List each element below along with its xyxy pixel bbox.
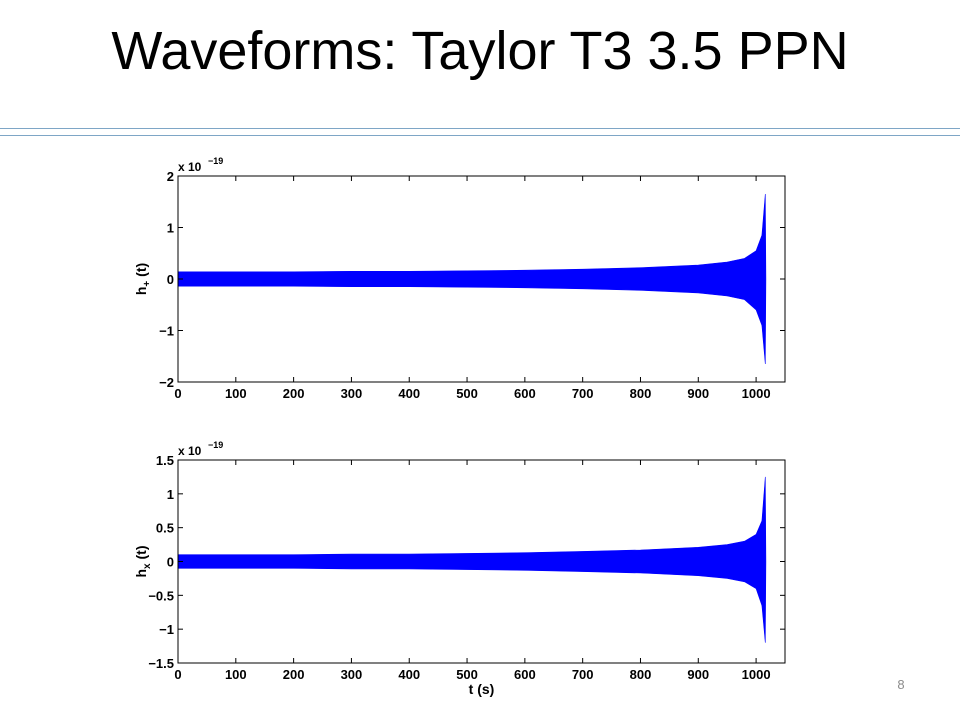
hplus-ylabel-text: h+ (t)	[133, 263, 153, 295]
hcross-ytick-label: 1	[167, 487, 174, 502]
hplus-xtick-label: 0	[174, 386, 181, 401]
hcross-ylabel-rest: (t)	[133, 545, 149, 563]
hcross-ytick-label: −1.5	[148, 656, 174, 671]
hplus-ytick-label: 1	[167, 221, 174, 236]
hplus-xtick-label: 300	[341, 386, 363, 401]
hcross-ytick-label: 0.5	[156, 521, 174, 536]
hplus-xtick-label: 600	[514, 386, 536, 401]
hplus-ylabel-sub: +	[142, 281, 153, 287]
hplus-scale-exponent: −19	[208, 156, 223, 166]
hcross-xtick-label: 0	[174, 667, 181, 682]
hplus-xtick-label: 100	[225, 386, 247, 401]
hplus-xtick-label: 700	[572, 386, 594, 401]
hcross-xtick-label: 700	[572, 667, 594, 682]
hplus-scale-label: x 10	[178, 160, 202, 174]
hcross-waveform-series	[177, 476, 767, 643]
hcross-xlabel: t (s)	[469, 681, 495, 697]
hcross-xtick-label: 100	[225, 667, 247, 682]
hplus-ylabel-main: h	[133, 287, 149, 296]
hcross-xtick-label: 1000	[742, 667, 771, 682]
hplus-xtick-label: 800	[630, 386, 652, 401]
hcross-xtick-label: 500	[456, 667, 478, 682]
hplus-waveform-series	[177, 193, 767, 365]
hcross-xtick-label: 900	[687, 667, 709, 682]
hcross-scale-label: x 10	[178, 444, 202, 458]
hcross-xtick-label: 600	[514, 667, 536, 682]
hcross-xtick-label: 800	[630, 667, 652, 682]
hplus-ytick-label: −1	[159, 324, 174, 339]
hplus-ytick-label: −2	[159, 375, 174, 390]
hplus-ylabel: h+ (t)	[133, 263, 153, 295]
hcross-ytick-label: −1	[159, 622, 174, 637]
hplus-xtick-label: 1000	[742, 386, 771, 401]
hplus-ytick-label: 0	[167, 272, 174, 287]
hcross-xtick-label: 300	[341, 667, 363, 682]
hcross-ytick-label: 1.5	[156, 453, 174, 468]
hcross-ylabel-main: h	[133, 569, 149, 578]
hcross-ylabel-sub: x	[142, 563, 153, 569]
hcross-ylabel: hx (t)	[133, 545, 153, 577]
hcross-scale-exponent: −19	[208, 440, 223, 450]
hplus-xtick-label: 200	[283, 386, 305, 401]
hcross-ytick-label: 0	[167, 555, 174, 570]
hcross-ylabel-text: hx (t)	[133, 545, 153, 577]
hcross-xtick-label: 200	[283, 667, 305, 682]
hplus-xtick-label: 400	[398, 386, 420, 401]
hplus-ytick-label: 2	[167, 169, 174, 184]
hcross-ytick-label: −0.5	[148, 588, 174, 603]
hplus-ylabel-rest: (t)	[133, 263, 149, 281]
hcross-xtick-label: 400	[398, 667, 420, 682]
slide-number: 8	[897, 677, 905, 692]
title-divider-line	[0, 128, 960, 129]
hplus-xtick-label: 900	[687, 386, 709, 401]
slide-title: Waveforms: Taylor T3 3.5 PPN	[111, 21, 849, 81]
hplus-xtick-label: 500	[456, 386, 478, 401]
title-divider-line-2	[0, 135, 960, 136]
